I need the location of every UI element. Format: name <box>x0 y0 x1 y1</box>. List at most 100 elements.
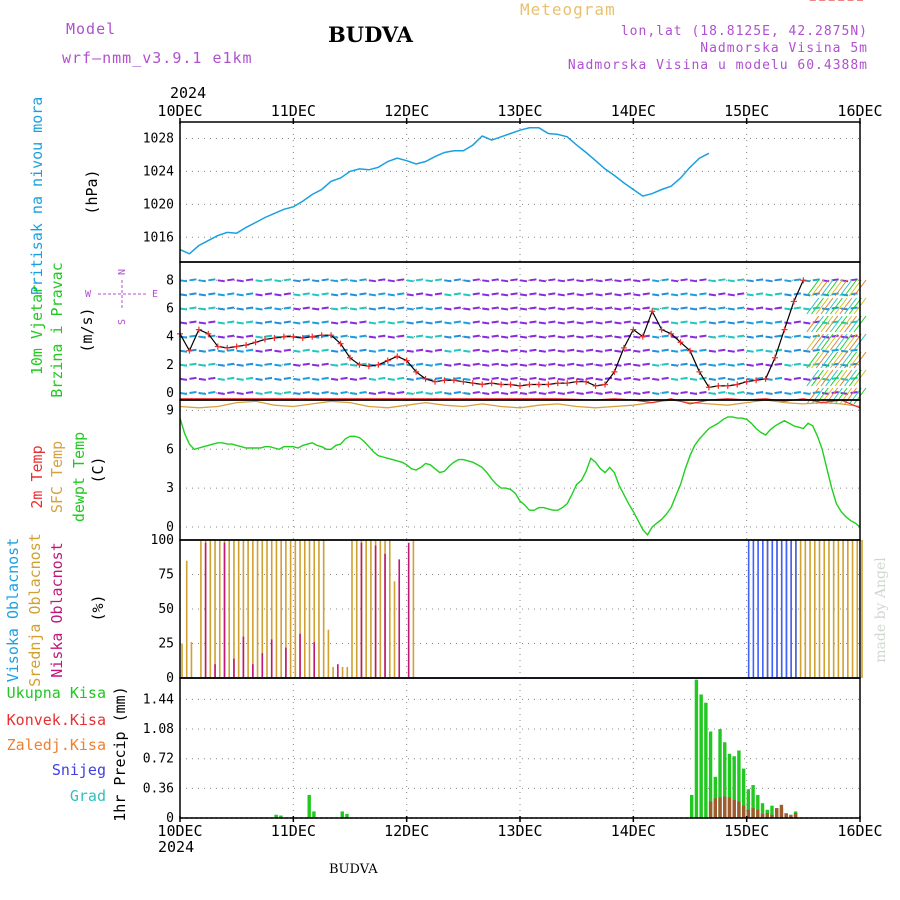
wind-barb <box>557 391 565 395</box>
wind-barb <box>293 307 301 311</box>
wind-barb <box>510 292 518 296</box>
wind-barb <box>453 306 462 310</box>
wind-barb <box>444 335 452 339</box>
wind-barb <box>349 293 358 297</box>
wind-barb <box>567 292 575 296</box>
wind-barb <box>595 391 603 395</box>
wind-barb-gust <box>844 369 857 387</box>
wind-barb <box>727 391 735 395</box>
wind-barb <box>661 362 669 366</box>
wind-barb <box>737 292 745 296</box>
wind-barb <box>293 377 301 381</box>
wind-barb <box>784 391 792 395</box>
cloud-unit: (%) <box>89 594 107 621</box>
wind-barb <box>652 279 660 283</box>
wind-barb <box>718 292 726 296</box>
wind-barb <box>595 321 603 325</box>
wind-barb <box>746 307 754 311</box>
wind-barb <box>576 307 584 311</box>
wind-barb <box>453 390 462 394</box>
wind-barb <box>737 306 745 310</box>
wind-barb <box>321 320 329 324</box>
wind-barb <box>255 293 263 297</box>
wind-barb <box>642 362 650 366</box>
wind-barb <box>793 320 802 324</box>
wind-barb <box>236 377 244 381</box>
wind-barb <box>500 391 509 395</box>
wind-barb <box>746 391 754 395</box>
cloud-high-label: Visoka Oblacnost <box>4 538 22 683</box>
wind-barb <box>689 321 698 325</box>
wind-barb <box>604 348 613 352</box>
wind-barb <box>519 391 528 395</box>
wind-barb <box>840 293 849 297</box>
wind-barb-gust <box>825 279 839 297</box>
wind-barb <box>529 390 537 394</box>
temp-unit: (C) <box>89 456 107 483</box>
wind-barb <box>519 279 528 283</box>
wind-barb <box>217 363 225 367</box>
wind-barb <box>227 320 235 324</box>
wind-barb <box>699 390 707 394</box>
wind-barb <box>519 321 528 325</box>
wind-barb <box>378 278 386 282</box>
wind-barb <box>208 320 216 324</box>
wind-barb <box>500 293 509 297</box>
wind-barb <box>652 307 660 311</box>
wind-barb <box>689 363 698 367</box>
wind-label-2: Brzina i Pravac <box>48 262 66 397</box>
x-tick-top-15DEC: 15DEC <box>724 102 769 120</box>
wind-barb <box>236 335 244 339</box>
wind-barb <box>774 376 783 380</box>
wind-barb <box>737 390 745 394</box>
wind-barb <box>529 376 537 380</box>
wind-barb <box>491 348 499 352</box>
wind-barb-gust <box>820 297 834 315</box>
wind-barb <box>453 334 462 338</box>
wind-barb <box>595 335 603 339</box>
wind-barb <box>293 349 301 353</box>
wind-barb <box>755 390 764 394</box>
watermark: made by Angel <box>873 557 889 663</box>
compass-e: E <box>152 289 158 300</box>
wind-speed-line <box>179 280 804 388</box>
precip_total-bar <box>699 694 703 818</box>
wind-barb <box>189 334 197 338</box>
wind-barb <box>595 307 603 311</box>
wind-barb <box>538 321 547 325</box>
wind-barb <box>803 307 811 311</box>
wind-barb <box>198 321 207 325</box>
wind-barb <box>746 377 754 381</box>
compass-w: W <box>85 289 92 300</box>
wind-barb <box>623 376 632 380</box>
wind-barb <box>510 390 518 394</box>
wind-barb-gust <box>820 369 834 387</box>
precip_conv-bar <box>713 798 718 818</box>
wind-barb <box>453 362 462 366</box>
wind-barb <box>793 376 802 380</box>
wind-barb <box>179 279 188 283</box>
wind-barb <box>472 348 480 352</box>
wind-barb <box>245 292 254 296</box>
wind-barb <box>227 334 235 338</box>
precip_total-bar <box>760 803 765 818</box>
temperature-ytick: 3 <box>166 481 174 496</box>
wind-barb <box>349 377 358 381</box>
wind-barb <box>425 279 433 283</box>
wind-barb <box>415 278 424 282</box>
wind-barb <box>312 391 320 395</box>
wind-barb <box>765 321 773 325</box>
wind-barb <box>576 321 584 325</box>
precip_total-bar <box>690 794 694 818</box>
wind-barb <box>623 278 632 282</box>
wind-barb <box>387 279 395 283</box>
wind-barb <box>482 321 490 325</box>
wind-barb <box>482 335 490 339</box>
precip-ytick: 0 <box>166 811 174 826</box>
wind-barb <box>349 391 358 395</box>
wind-barb <box>746 335 754 339</box>
precip_total-bar <box>274 814 278 818</box>
wind-barb <box>321 348 329 352</box>
precip_total-bar <box>727 753 732 818</box>
wind-barb <box>803 293 811 297</box>
